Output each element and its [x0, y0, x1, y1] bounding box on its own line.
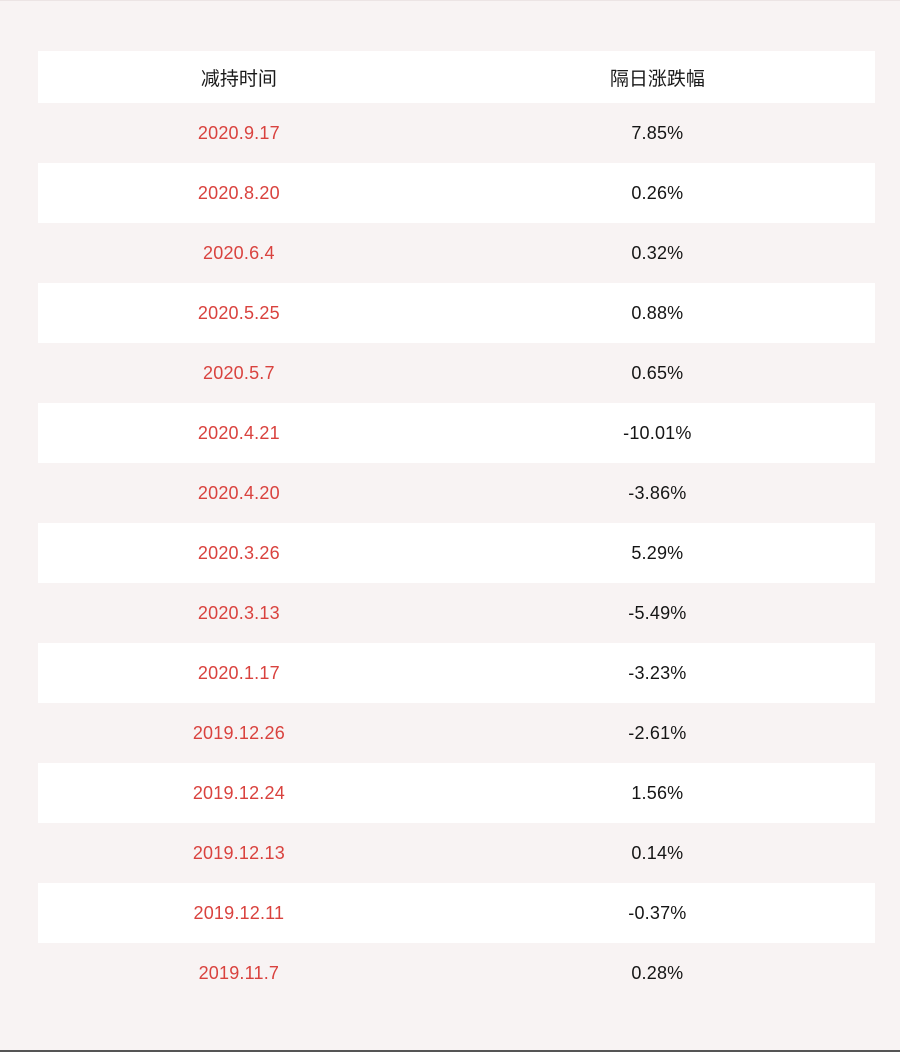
next-day-change-value: 0.32%	[631, 242, 684, 263]
next-day-change-value: -3.23%	[628, 662, 687, 683]
next-day-change-value: 0.14%	[631, 842, 684, 863]
next-day-change-value: 0.65%	[631, 362, 684, 383]
next-day-change-value: 5.29%	[631, 542, 684, 563]
next-day-change-value: 0.28%	[631, 962, 684, 983]
next-day-change-value: 1.56%	[631, 782, 684, 803]
reduction-date-value: 2020.6.4	[203, 242, 275, 263]
reduction-date-value: 2020.8.20	[197, 182, 280, 203]
reduction-date-value: 2020.4.20	[197, 482, 280, 503]
next-day-change-value: -3.86%	[628, 482, 687, 503]
reduction-date-value: 2019.12.26	[192, 722, 285, 743]
table-row: 2020.5.25 0.88%	[38, 283, 875, 343]
next-day-change-value: 7.85%	[631, 122, 684, 143]
reduction-history-table: 减持时间 隔日涨跌幅 2020.9.17 7.85% 2020.8.20 0.26% 2…	[38, 51, 875, 1003]
reduction-date-value: 2019.12.13	[192, 842, 285, 863]
column-header-next-day-change: 隔日涨跌幅	[609, 68, 705, 90]
reduction-date-value: 2020.4.21	[197, 422, 280, 443]
table-row: 2019.11.7 0.28%	[38, 943, 875, 1003]
reduction-date-value: 2020.5.25	[197, 302, 280, 323]
reduction-date-value: 2020.1.17	[197, 662, 280, 683]
table-row: 2019.12.24 1.56%	[38, 763, 875, 823]
next-day-change-value: 0.88%	[631, 302, 684, 323]
next-day-change-value: -10.01%	[623, 422, 692, 443]
table-row: 2020.6.4 0.32%	[38, 223, 875, 283]
table-row: 2020.8.20 0.26%	[38, 163, 875, 223]
reduction-date-value: 2019.12.24	[192, 782, 285, 803]
reduction-date-value: 2020.3.26	[197, 542, 280, 563]
next-day-change-value: 0.26%	[631, 182, 684, 203]
table-row: 2020.4.20 -3.86%	[38, 463, 875, 523]
table-row: 2020.5.7 0.65%	[38, 343, 875, 403]
table-row: 2020.4.21 -10.01%	[38, 403, 875, 463]
reduction-date-value: 2020.5.7	[203, 362, 275, 383]
table-header-row: 减持时间 隔日涨跌幅	[38, 51, 875, 103]
reduction-date-value: 2020.9.17	[197, 122, 280, 143]
table-row: 2019.12.13 0.14%	[38, 823, 875, 883]
table-row: 2020.9.17 7.85%	[38, 103, 875, 163]
table-row: 2019.12.11 -0.37%	[38, 883, 875, 943]
reduction-date-value: 2019.12.11	[193, 902, 285, 923]
reduction-date-value: 2020.3.13	[197, 602, 280, 623]
column-header-reduction-time: 减持时间	[200, 68, 277, 90]
table-body: 2020.9.17 7.85% 2020.8.20 0.26% 2020.6.4 0.32…	[38, 103, 875, 1003]
table-row: 2020.3.13 -5.49%	[38, 583, 875, 643]
next-day-change-value: -2.61%	[628, 722, 687, 743]
table-row: 2019.12.26 -2.61%	[38, 703, 875, 763]
next-day-change-value: -5.49%	[628, 602, 687, 623]
bottom-divider	[0, 1050, 900, 1052]
table-row: 2020.3.26 5.29%	[38, 523, 875, 583]
table-row: 2020.1.17 -3.23%	[38, 643, 875, 703]
reduction-date-value: 2019.11.7	[198, 962, 280, 983]
next-day-change-value: -0.37%	[628, 902, 687, 923]
